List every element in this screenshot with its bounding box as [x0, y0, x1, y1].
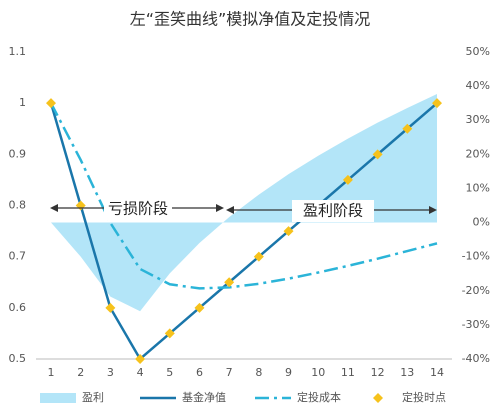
profit-label: 盈利阶段: [303, 202, 363, 220]
profit-area: [51, 93, 437, 312]
marker: [105, 302, 116, 313]
legend-item: 定投时点: [373, 390, 446, 404]
x-tick-label: 13: [400, 366, 414, 379]
y2-tick-label: 0%: [473, 216, 490, 229]
legend-label: 基金净值: [182, 390, 226, 404]
marker: [402, 123, 413, 134]
legend-item: 基金净值: [140, 390, 226, 404]
series-line: [49, 102, 438, 290]
marker: [194, 302, 205, 313]
x-tick-label: 2: [77, 366, 84, 379]
annotations: 亏损阶段 盈利阶段: [50, 198, 437, 222]
chart-title: 左“歪笑曲线”模拟净值及定投情况: [130, 10, 371, 29]
x-tick-label: 3: [107, 366, 114, 379]
legend-swatch: [40, 393, 76, 403]
y2-tick-label: -20%: [462, 284, 490, 297]
marker: [164, 328, 175, 339]
marker: [224, 277, 235, 288]
marker: [283, 226, 294, 237]
x-tick-label: 14: [430, 366, 444, 379]
marker: [342, 174, 353, 185]
loss-label-bg: [104, 198, 172, 220]
y2-tick-label: 30%: [466, 113, 490, 126]
y-tick-label: 1.1: [9, 45, 27, 58]
x-tick-label: 10: [311, 366, 325, 379]
y-tick-label: 0.7: [9, 250, 27, 263]
y-tick-label: 0.6: [9, 301, 27, 314]
loss-label: 亏损阶段: [108, 200, 168, 218]
x-tick-label: 12: [371, 366, 385, 379]
x-tick-label: 7: [226, 366, 233, 379]
marker: [432, 98, 442, 109]
x-tick-label: 4: [137, 366, 144, 379]
legend-label: 定投成本: [297, 390, 341, 404]
x-tick-label: 5: [166, 366, 173, 379]
y-tick-label: 1: [19, 96, 26, 109]
legend-label: 盈利: [82, 391, 104, 404]
x-tick-label: 9: [285, 366, 292, 379]
y2-tick-label: 50%: [466, 45, 490, 58]
x-tick-label: 11: [341, 366, 355, 379]
y-tick-label: 0.9: [9, 147, 27, 160]
y2-tick-label: -10%: [462, 250, 490, 263]
legend-label: 定投时点: [402, 390, 446, 404]
legend-item: 定投成本: [255, 390, 341, 404]
x-tick-label: 8: [255, 366, 262, 379]
marker: [372, 149, 383, 160]
profit-label-bg: [292, 200, 374, 222]
marker: [46, 98, 56, 109]
y-tick-label: 0.5: [9, 352, 27, 365]
y2-tick-label: -40%: [462, 352, 490, 365]
marker: [253, 251, 264, 262]
legend-item: 盈利: [40, 391, 104, 404]
series-line: [49, 102, 438, 361]
marker: [75, 200, 86, 211]
x-tick-label: 1: [48, 366, 55, 379]
y2-tick-label: 40%: [466, 79, 490, 92]
legend-swatch: [373, 393, 383, 403]
y2-tick-label: 10%: [466, 181, 490, 194]
marker: [135, 354, 146, 364]
y2-tick-label: 20%: [466, 147, 490, 160]
x-tick-label: 6: [196, 366, 203, 379]
y-tick-label: 0.8: [9, 199, 27, 212]
y2-tick-label: -30%: [462, 318, 490, 331]
